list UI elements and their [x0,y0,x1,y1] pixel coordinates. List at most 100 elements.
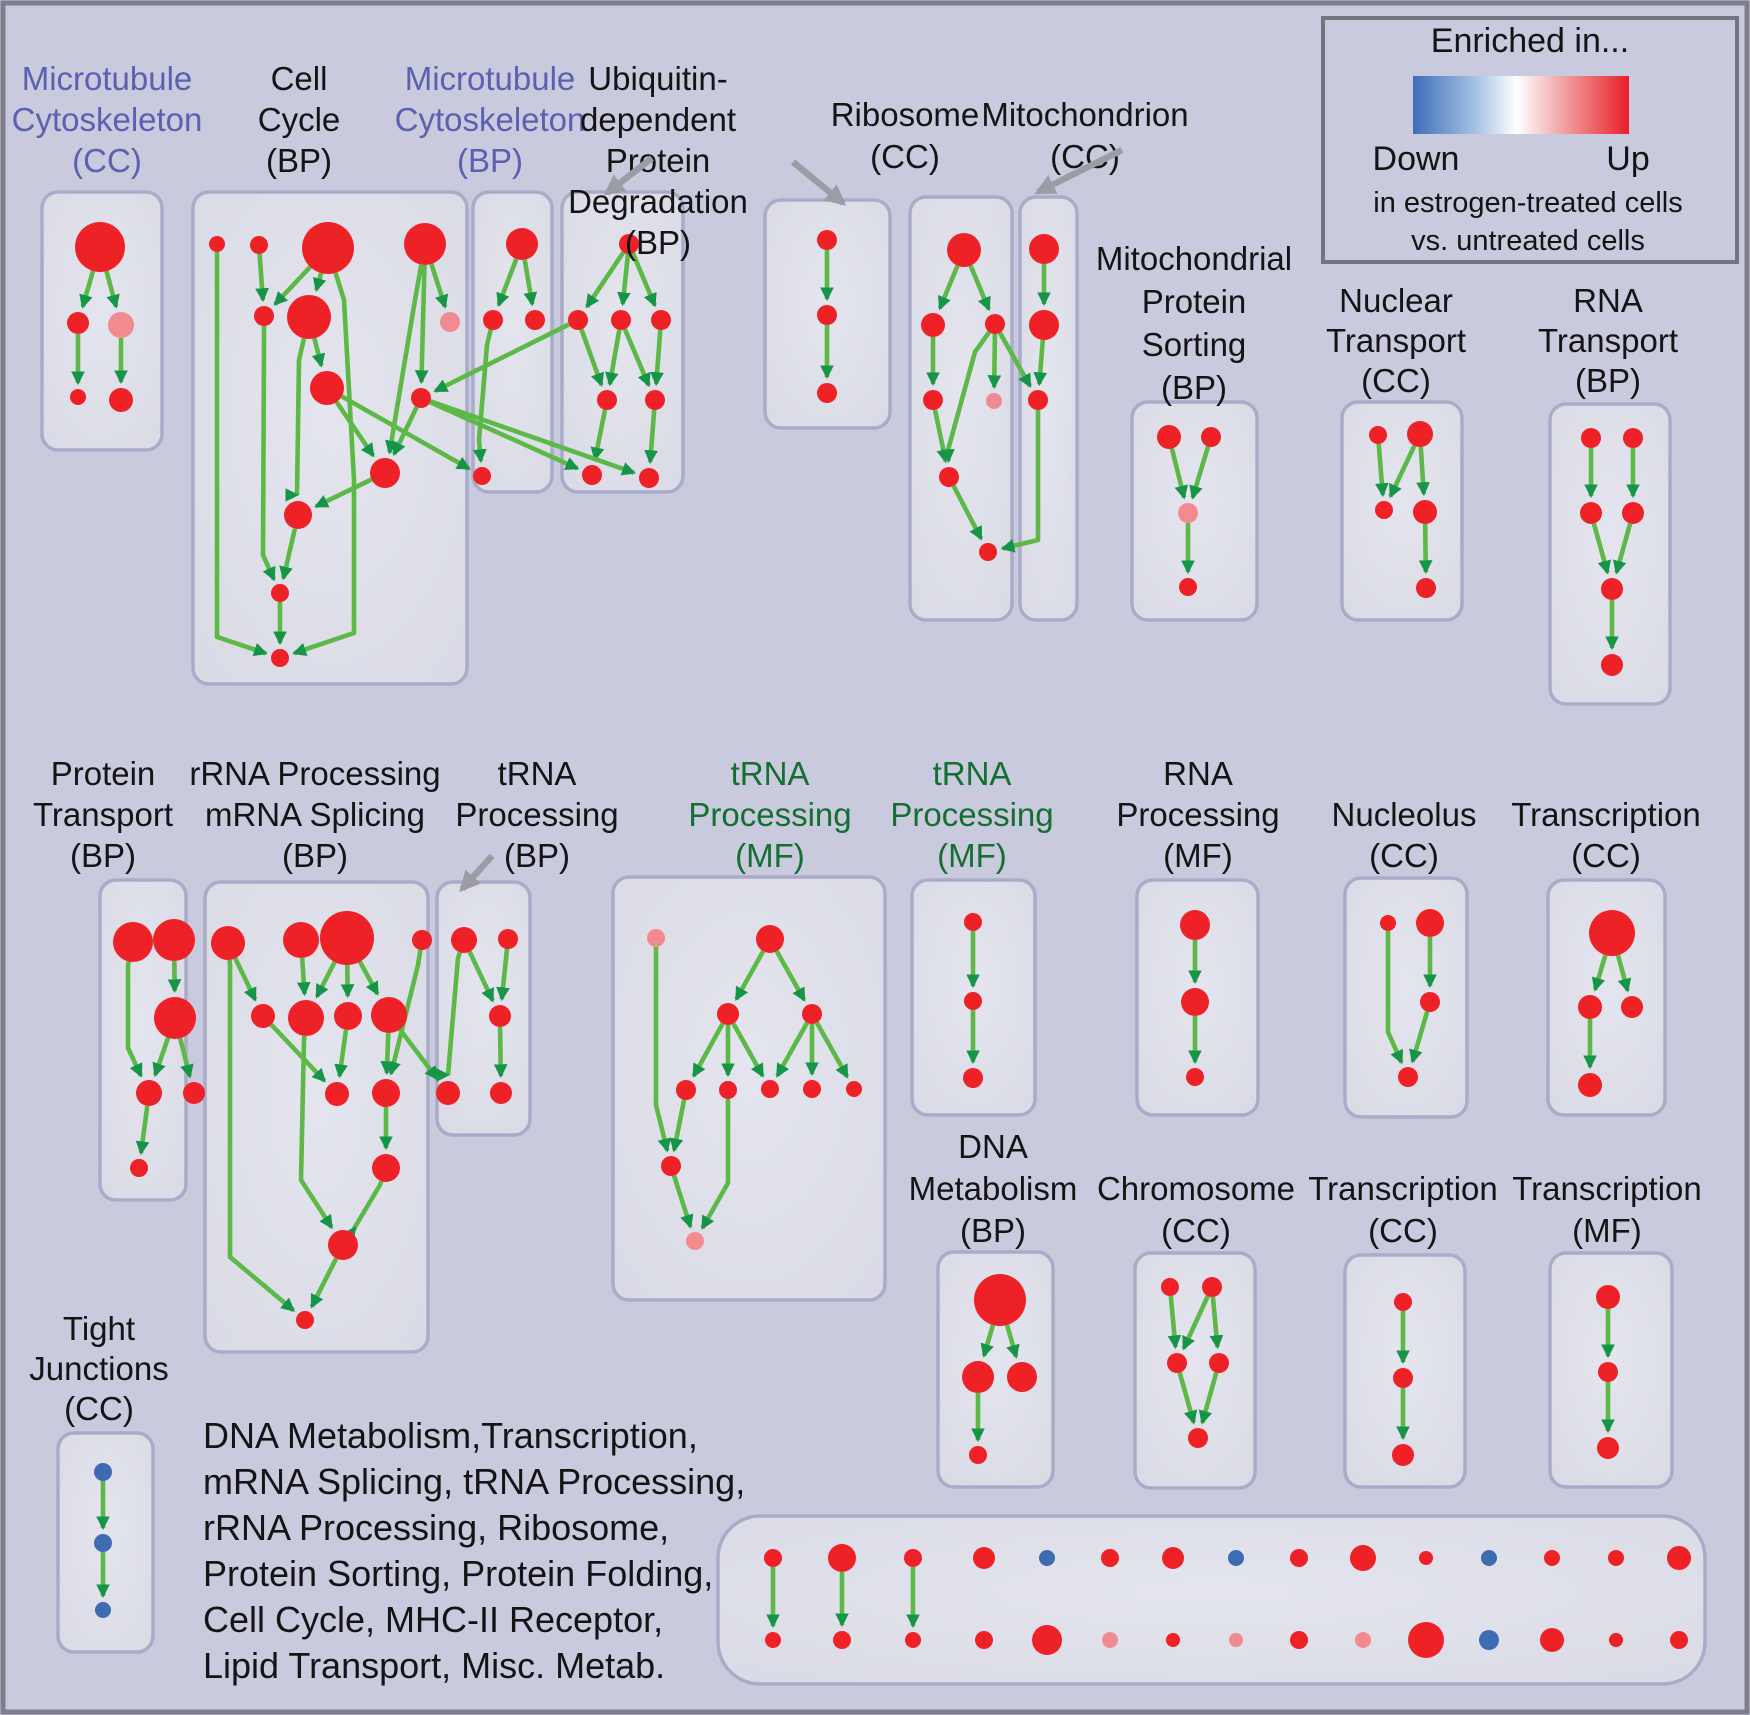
cluster-label-dna-metabolism: (BP) [960,1212,1026,1249]
go-term-node [717,1003,739,1025]
go-term-node [761,1080,779,1098]
go-term-node [817,305,837,325]
legend-subtitle: in estrogen-treated cells [1373,187,1683,219]
edge-cell-cycle [255,253,269,303]
misc-cluster-description: DNA Metabolism,Transcription, [203,1415,698,1456]
go-term-node [251,1004,275,1028]
edge-rrna-mrna [296,957,311,997]
legend-down-label: Down [1373,140,1460,178]
edge-mito-sorting [1189,445,1211,500]
cluster-label-transcription-cc-2: (CC) [1368,1212,1438,1249]
edge-trna-mf [691,1022,725,1078]
go-term-node [1392,1444,1414,1466]
cluster-label-rna-transport: RNA [1573,282,1643,319]
cluster-label-rrna-mrna: mRNA Splicing [205,796,425,833]
cluster-label-ubiquitin: (BP) [625,224,691,261]
legend-gradient-bar [1413,76,1629,134]
cluster-label-ubiquitin: Protein [606,142,711,179]
go-term-node [412,930,432,950]
go-term-node [1369,426,1387,444]
cluster-label-nuclear-transport: Transport [1326,322,1466,359]
edge-cell-cycle [214,252,268,657]
edge-protein-transport [177,1037,194,1079]
legend-box [1321,16,1739,264]
edge-ubiquitin [579,328,605,387]
go-term-node [296,1311,314,1329]
go-term-node [325,1082,349,1106]
cluster-label-protein-transport: Protein [51,755,156,792]
go-term-node [271,649,289,667]
go-term-node [153,919,195,961]
go-term-node [1166,1633,1180,1647]
cluster-label-dna-metabolism: Metabolism [909,1170,1078,1207]
go-term-node [719,1081,737,1099]
go-term-node [108,312,134,338]
go-term-node [833,1631,851,1649]
edge-nuclear-transport [1374,443,1389,498]
go-term-node [1597,1437,1619,1459]
go-term-node [94,1463,112,1481]
edge-chromosome [1209,1296,1224,1350]
cluster-label-chromosome: Chromosome [1097,1170,1295,1207]
go-term-node [582,465,602,485]
cluster-label-transcription-cc-mid: Transcription [1511,796,1701,833]
edge-chromosome [1177,1371,1198,1425]
go-term-node [645,390,665,410]
go-term-node [370,458,400,488]
cluster-label-rrna-mrna: rRNA Processing [189,755,440,792]
go-term-node [440,312,460,332]
edge-protein-transport [135,1105,150,1156]
edge-ubiquitin [644,409,658,465]
go-term-node [371,997,407,1033]
cluster-label-dna-metabolism: DNA [958,1128,1028,1165]
edge-microtubule-cc [104,270,120,309]
cluster-label-rna-proc-mf: (MF) [1163,837,1233,874]
cluster-label-trna-mf: (MF) [735,837,805,874]
cluster-box-microtubule-cc [40,190,164,452]
go-term-node [254,306,274,326]
go-term-node [372,1079,400,1107]
go-term-node [1179,578,1197,596]
cluster-label-mito-sorting: (BP) [1161,369,1227,406]
go-term-node [974,1274,1026,1326]
go-term-node [1029,310,1059,340]
cluster-box-dna-metabolism [936,1250,1055,1489]
edge-mito-sorting [1169,448,1188,500]
go-term-node [803,1080,821,1098]
go-term-node [136,1080,162,1106]
go-term-node [1290,1549,1308,1567]
edge-ubiquitin [617,253,631,307]
edge-trna-bp [496,948,510,1002]
go-term-node [1393,1368,1413,1388]
edge-rrna-mrna [233,957,258,1002]
cluster-box-chromosome [1133,1251,1257,1490]
go-term-node [310,371,344,405]
label-pointer-arrow [603,155,654,196]
go-term-node [404,223,446,265]
label-pointer-arrow [790,159,847,206]
go-term-node [985,314,1005,334]
go-term-node [1186,1068,1204,1086]
go-term-node [288,1000,324,1036]
go-term-node [1178,503,1198,523]
go-term-node [921,313,945,337]
go-term-node [209,236,225,252]
edge-cell-cycle [279,528,298,581]
go-term-node [183,1082,205,1104]
edge-trna-mf [734,950,766,1002]
edge-rrna-mrna [227,959,296,1313]
edge-trna-bp [442,951,463,1078]
cluster-label-chromosome: (CC) [1161,1212,1231,1249]
edge-ubiquitin [590,409,608,462]
go-term-node [962,1361,994,1393]
edge-rrna-mrna [269,1023,327,1083]
go-term-node [611,310,631,330]
edge-cell-cycle [311,337,326,368]
go-term-node [1202,1277,1222,1297]
go-term-node [1407,421,1433,447]
go-term-node [802,1004,822,1024]
edge-trna-mf [653,947,672,1153]
legend-subtitle: vs. untreated cells [1411,225,1645,257]
go-term-node [975,1631,993,1649]
